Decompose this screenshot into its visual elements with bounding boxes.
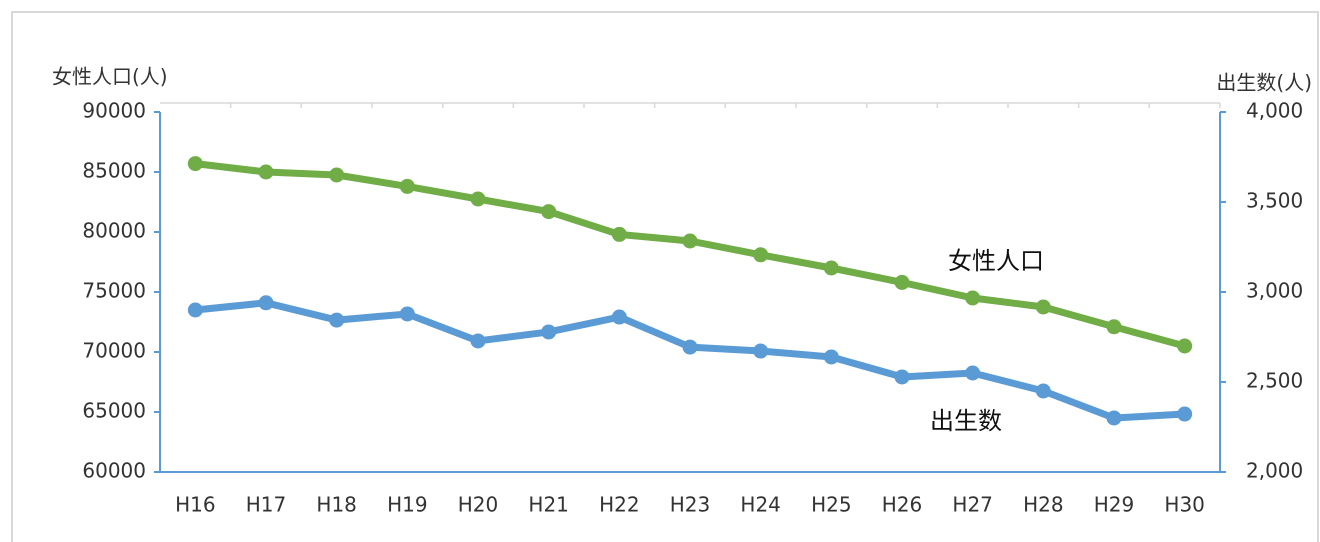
chart-frame xyxy=(11,11,1319,542)
x-tick-label: H21 xyxy=(528,493,569,517)
data-point xyxy=(753,247,769,263)
data-point xyxy=(1106,319,1122,335)
x-tick-label: H28 xyxy=(1023,493,1064,517)
series-label: 女性人口 xyxy=(948,247,1044,275)
x-tick-label: H24 xyxy=(740,493,781,517)
y-tick-label: 85000 xyxy=(82,159,146,183)
data-point xyxy=(823,260,839,276)
y-tick-label: 65000 xyxy=(82,399,146,423)
data-point xyxy=(1035,383,1051,399)
data-point xyxy=(399,178,415,194)
x-tick-label: H26 xyxy=(882,493,923,517)
data-point xyxy=(965,290,981,306)
data-point xyxy=(1106,410,1122,426)
data-point xyxy=(258,295,274,311)
y-tick-label: 90000 xyxy=(82,99,146,123)
data-point xyxy=(541,324,557,340)
data-point xyxy=(611,309,627,325)
y-tick-label: 70000 xyxy=(82,339,146,363)
data-point xyxy=(329,167,345,183)
data-point xyxy=(541,204,557,220)
data-point xyxy=(823,349,839,365)
data-point xyxy=(753,343,769,359)
y2-tick-label: 3,500 xyxy=(1246,189,1303,213)
data-point xyxy=(611,226,627,242)
x-tick-label: H30 xyxy=(1164,493,1205,517)
data-point xyxy=(1177,406,1193,422)
data-point xyxy=(1177,338,1193,354)
data-point xyxy=(470,333,486,349)
y-tick-label: 75000 xyxy=(82,279,146,303)
x-tick-label: H16 xyxy=(175,493,216,517)
y2-tick-label: 3,000 xyxy=(1246,279,1303,303)
y-tick-label: 60000 xyxy=(82,459,146,483)
data-point xyxy=(894,369,910,385)
y2-tick-label: 2,500 xyxy=(1246,369,1303,393)
y2-tick-label: 4,000 xyxy=(1246,99,1303,123)
x-tick-label: H23 xyxy=(670,493,711,517)
y-tick-label: 80000 xyxy=(82,219,146,243)
data-point xyxy=(965,365,981,381)
data-point xyxy=(399,306,415,322)
data-point xyxy=(258,164,274,180)
data-point xyxy=(682,339,698,355)
x-tick-label: H20 xyxy=(458,493,499,517)
x-tick-label: H19 xyxy=(387,493,428,517)
y2-axis-title: 出生数(人) xyxy=(1216,71,1312,95)
data-point xyxy=(470,191,486,207)
x-tick-label: H29 xyxy=(1094,493,1135,517)
data-point xyxy=(894,274,910,290)
y2-tick-label: 2,000 xyxy=(1246,459,1303,483)
x-tick-label: H25 xyxy=(811,493,852,517)
series-label: 出生数 xyxy=(930,407,1002,435)
data-point xyxy=(187,302,203,318)
x-tick-label: H22 xyxy=(599,493,640,517)
y-axis-title: 女性人口(人) xyxy=(52,65,168,89)
data-point xyxy=(1035,299,1051,315)
x-tick-label: H18 xyxy=(316,493,357,517)
x-tick-label: H27 xyxy=(952,493,993,517)
data-point xyxy=(329,312,345,328)
data-point xyxy=(682,233,698,249)
data-point xyxy=(187,156,203,172)
x-tick-label: H17 xyxy=(246,493,287,517)
